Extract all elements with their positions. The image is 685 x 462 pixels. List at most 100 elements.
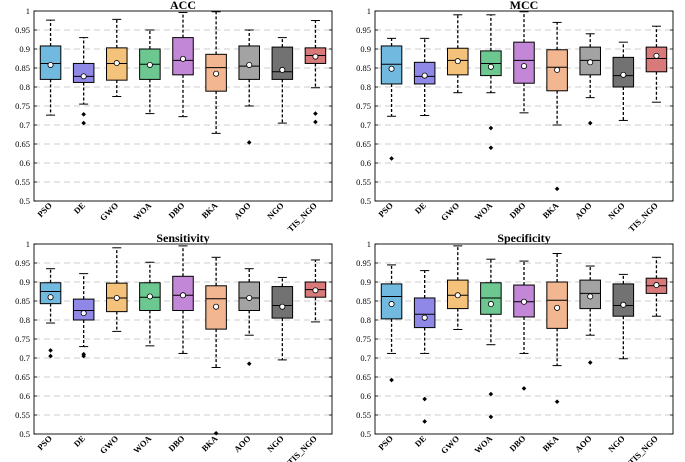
mean-marker [487, 301, 494, 308]
mean-marker [421, 72, 428, 79]
mean-marker [279, 303, 286, 310]
box-tis-ngo [645, 25, 668, 103]
box-de [413, 37, 436, 116]
x-tick-label: AOO [573, 200, 594, 221]
outlier-point [488, 125, 494, 131]
x-tick-label: BKA [540, 433, 561, 454]
outlier-point [213, 430, 219, 436]
x-tick-label: DBO [507, 200, 527, 220]
mean-marker [388, 65, 395, 72]
y-tick-label: 0.65 [15, 139, 30, 149]
box-ngo [612, 273, 635, 360]
x-tick-label: BKA [540, 200, 561, 221]
y-tick-label: 0.85 [15, 63, 30, 73]
outlier-point [488, 391, 494, 397]
chart-title: MCC [510, 0, 539, 12]
mean-marker [554, 304, 561, 311]
mean-marker [179, 55, 186, 62]
y-tick-label: 0.85 [15, 296, 30, 306]
x-tick-label: WOA [472, 433, 495, 456]
x-tick-label: TIS_NGO [285, 200, 319, 234]
mean-marker [487, 63, 494, 70]
box-pso [39, 19, 62, 116]
mean-marker [246, 294, 253, 301]
x-tick-label: GWO [439, 200, 462, 223]
mean-marker [47, 294, 54, 301]
box-woa [139, 29, 161, 115]
x-tick-label: PSO [376, 433, 395, 452]
mean-marker [80, 310, 87, 317]
y-tick-label: 0.9 [360, 277, 371, 287]
plot-frame [374, 10, 674, 202]
box-woa [139, 261, 161, 347]
outlier-point [81, 353, 86, 359]
x-tick-label: BKA [199, 200, 220, 221]
x-tick-label: DBO [166, 433, 186, 453]
outlier-point [587, 360, 593, 365]
box-de [413, 270, 436, 424]
x-tick-label: WOA [131, 433, 154, 456]
y-tick-label: 0.7 [360, 120, 371, 130]
y-tick-label: 0.95 [356, 258, 371, 268]
y-tick-label: 0.75 [15, 334, 30, 344]
mean-marker [454, 292, 461, 299]
x-tick-label: DBO [166, 200, 186, 220]
box-body [480, 282, 502, 315]
box-gwo [447, 14, 469, 94]
mean-marker [587, 59, 594, 66]
mean-marker [246, 61, 253, 68]
box-aoo [238, 29, 260, 145]
x-tick-label: NGO [606, 200, 627, 221]
mean-marker [312, 53, 319, 60]
box-body [645, 46, 668, 73]
y-tick-label: 0.5 [19, 429, 30, 439]
mean-marker [213, 303, 220, 310]
x-tick-label: DE [413, 200, 429, 216]
y-tick-label: 0.8 [360, 82, 371, 92]
box-woa [480, 258, 502, 420]
y-tick-label: 0.5 [360, 196, 371, 206]
box-body [513, 41, 535, 84]
mean-marker [213, 70, 220, 77]
chart-panel-mcc: 0.5 0.55 0.6 0.65 0.7 0.75 0.8 0.85 0.9 0.95 1 PSO D… [356, 0, 674, 234]
x-tick-label: AOO [232, 200, 253, 221]
mean-marker [146, 61, 153, 68]
y-tick-label: 0.5 [360, 429, 371, 439]
box-ngo [271, 37, 294, 124]
box-tis-ngo [645, 256, 668, 317]
outlier-point [554, 399, 560, 404]
box-body [271, 46, 294, 80]
x-tick-label: PSO [35, 433, 54, 452]
box-ngo [271, 276, 294, 361]
y-tick-label: 0.95 [356, 25, 371, 35]
x-tick-label: PSO [35, 200, 54, 219]
chart-title: ACC [170, 0, 196, 12]
y-tick-label: 0.75 [15, 101, 30, 111]
x-tick-label: TIS_NGO [626, 433, 660, 462]
y-tick-label: 1 [26, 6, 30, 16]
y-tick-label: 0.75 [356, 101, 371, 111]
box-dbo [513, 260, 535, 391]
x-tick-label: GWO [98, 433, 121, 456]
outlier-point [246, 140, 252, 145]
box-bka [546, 253, 568, 404]
y-tick-label: 0.7 [19, 353, 30, 363]
mean-marker [653, 282, 660, 289]
mean-marker [146, 293, 153, 300]
mean-marker [113, 60, 120, 67]
chart-panel-specificity: 0.5 0.55 0.6 0.65 0.7 0.75 0.8 0.85 0.9 0.95 1 PSO D… [356, 231, 674, 462]
x-tick-label: WOA [472, 200, 495, 223]
mean-marker [388, 301, 395, 308]
chart-panel-acc: 0.5 0.55 0.6 0.65 0.7 0.75 0.8 0.85 0.9 0.95 1 PSO D… [15, 0, 333, 234]
x-tick-label: DE [72, 200, 88, 216]
box-pso [380, 37, 403, 161]
mean-marker [620, 71, 627, 78]
x-tick-label: AOO [573, 433, 594, 454]
box-body [72, 298, 95, 321]
plot-frame [374, 243, 674, 435]
box-dbo [172, 245, 194, 354]
mean-marker [47, 61, 54, 68]
y-tick-label: 0.6 [19, 158, 30, 168]
outlier-point [488, 145, 494, 151]
x-tick-label: NGO [606, 433, 627, 454]
